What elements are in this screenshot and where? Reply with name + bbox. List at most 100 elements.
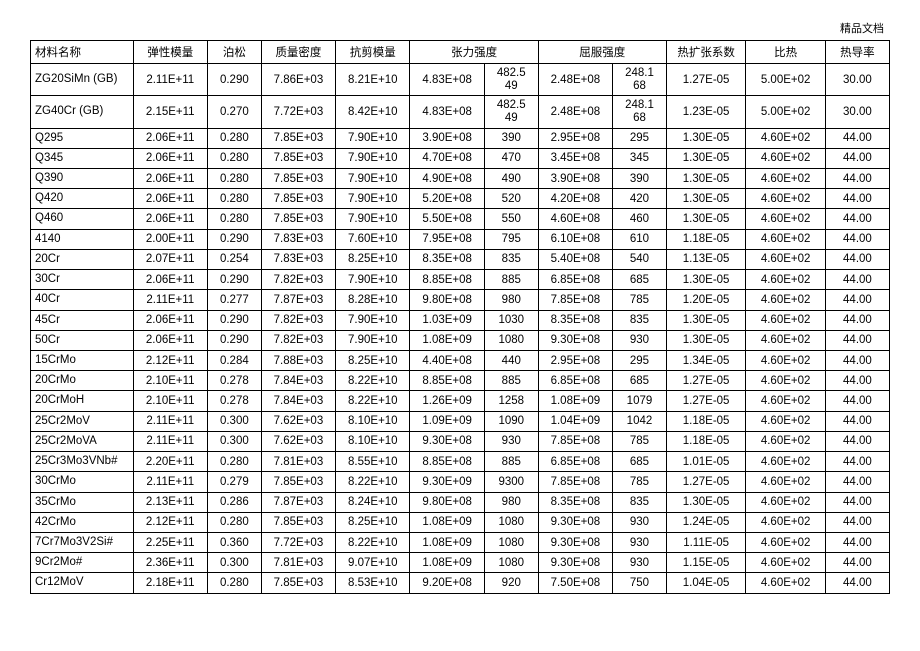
cell-name: 7Cr7Mo3V2Si# [31,532,134,552]
table-row: 50Cr2.06E+110.2907.82E+037.90E+101.08E+0… [31,330,890,350]
cell-value: 8.24E+10 [336,492,410,512]
cell-value: 8.25E+10 [336,249,410,269]
cell-value: 7.86E+03 [261,64,335,96]
cell-value: 7.83E+03 [261,249,335,269]
cell-value: 420 [613,189,667,209]
cell-value: 3.90E+08 [410,128,484,148]
cell-value: 4.60E+02 [746,431,825,451]
cell-value: 0.280 [207,452,261,472]
cell-value: 5.40E+08 [538,249,612,269]
cell-value: 0.280 [207,169,261,189]
cell-value: 7.90E+10 [336,148,410,168]
cell-value: 0.290 [207,270,261,290]
cell-value: 1.08E+09 [410,512,484,532]
cell-value: 2.06E+11 [133,209,207,229]
cell-value: 7.85E+08 [538,431,612,451]
cell-value: 0.280 [207,128,261,148]
cell-value: 1.30E-05 [666,128,745,148]
cell-value: 44.00 [825,553,889,573]
cell-value: 7.90E+10 [336,169,410,189]
cell-value: 44.00 [825,249,889,269]
cell-value: 4.60E+02 [746,330,825,350]
cell-value: 2.10E+11 [133,371,207,391]
cell-value: 9.30E+08 [538,330,612,350]
cell-value: 2.06E+11 [133,310,207,330]
cell-value: 2.20E+11 [133,452,207,472]
cell-value: 0.300 [207,431,261,451]
cell-value: 785 [613,472,667,492]
cell-value: 9.07E+10 [336,553,410,573]
cell-value: 685 [613,371,667,391]
cell-value: 2.25E+11 [133,532,207,552]
cell-value: 1080 [484,330,538,350]
cell-value: 7.72E+03 [261,532,335,552]
cell-value: 885 [484,371,538,391]
cell-value: 7.85E+08 [538,290,612,310]
cell-value: 885 [484,452,538,472]
cell-value: 1.11E-05 [666,532,745,552]
cell-value: 7.82E+03 [261,330,335,350]
cell-value: 1.08E+09 [538,391,612,411]
cell-value: 44.00 [825,452,889,472]
cell-value: 44.00 [825,431,889,451]
col-poisson: 泊松 [207,41,261,64]
cell-name: Q345 [31,148,134,168]
col-thermal-exp: 热扩张系数 [666,41,745,64]
table-row: 7Cr7Mo3V2Si#2.25E+110.3607.72E+038.22E+1… [31,532,890,552]
cell-value: 4.60E+02 [746,128,825,148]
cell-value: 44.00 [825,391,889,411]
cell-name: ZG40Cr (GB) [31,96,134,128]
cell-value: 482.549 [484,96,538,128]
cell-value: 4.20E+08 [538,189,612,209]
cell-value: 2.11E+11 [133,64,207,96]
cell-value: 835 [613,310,667,330]
cell-value: 0.290 [207,64,261,96]
cell-value: 885 [484,270,538,290]
cell-value: 2.06E+11 [133,330,207,350]
cell-value: 8.25E+10 [336,350,410,370]
cell-value: 4.60E+02 [746,350,825,370]
cell-value: 8.10E+10 [336,411,410,431]
cell-value: 7.90E+10 [336,310,410,330]
cell-value: 7.85E+03 [261,128,335,148]
cell-value: 7.90E+10 [336,209,410,229]
cell-value: 8.22E+10 [336,472,410,492]
cell-value: 7.95E+08 [410,229,484,249]
col-density: 质量密度 [261,41,335,64]
cell-value: 930 [484,431,538,451]
cell-value: 0.286 [207,492,261,512]
cell-value: 0.270 [207,96,261,128]
cell-value: 7.60E+10 [336,229,410,249]
cell-value: 930 [613,532,667,552]
cell-value: 4.60E+02 [746,391,825,411]
table-row: 40Cr2.11E+110.2777.87E+038.28E+109.80E+0… [31,290,890,310]
cell-value: 0.279 [207,472,261,492]
cell-value: 5.50E+08 [410,209,484,229]
table-row: 25Cr2MoVA2.11E+110.3007.62E+038.10E+109.… [31,431,890,451]
cell-value: 930 [613,330,667,350]
cell-value: 8.85E+08 [410,452,484,472]
cell-name: 25Cr3Mo3VNb# [31,452,134,472]
cell-name: 45Cr [31,310,134,330]
cell-value: 7.83E+03 [261,229,335,249]
cell-value: 7.85E+03 [261,512,335,532]
cell-value: 30.00 [825,64,889,96]
cell-value: 2.11E+11 [133,411,207,431]
cell-value: 44.00 [825,290,889,310]
cell-value: 1.13E-05 [666,249,745,269]
cell-value: 2.06E+11 [133,169,207,189]
cell-value: 2.11E+11 [133,472,207,492]
cell-value: 0.284 [207,350,261,370]
cell-name: 25Cr2MoV [31,411,134,431]
cell-value: 0.280 [207,512,261,532]
cell-value: 0.280 [207,573,261,593]
table-row: 41402.00E+110.2907.83E+037.60E+107.95E+0… [31,229,890,249]
cell-value: 2.06E+11 [133,189,207,209]
cell-name: 25Cr2MoVA [31,431,134,451]
cell-value: 8.25E+10 [336,512,410,532]
cell-value: 4.70E+08 [410,148,484,168]
cell-value: 7.90E+10 [336,330,410,350]
cell-value: 1.30E-05 [666,189,745,209]
cell-value: 7.85E+03 [261,573,335,593]
cell-value: 2.06E+11 [133,128,207,148]
